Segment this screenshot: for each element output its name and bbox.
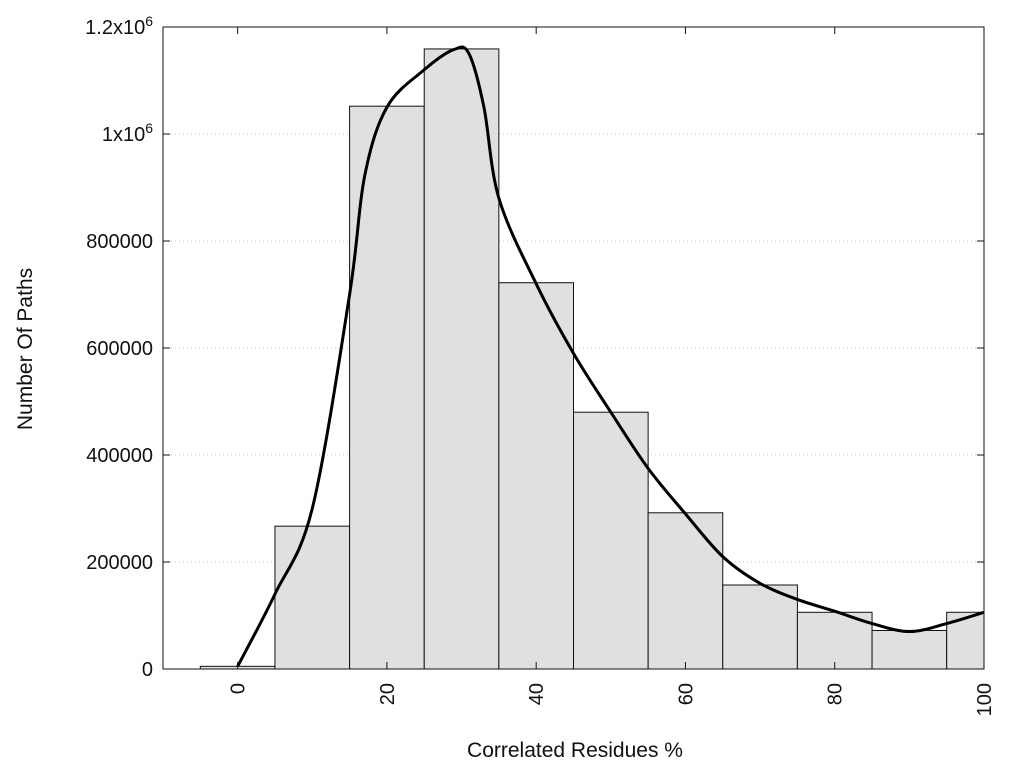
y-tick-label: 1.2x106	[85, 13, 153, 39]
x-tick-label: 40	[526, 683, 548, 705]
x-tick-label: 60	[675, 683, 697, 705]
x-tick-label: 80	[825, 683, 847, 705]
x-axis-label: Correlated Residues %	[467, 739, 683, 762]
histogram-bar	[498, 282, 575, 670]
x-tick-label: 0	[228, 683, 250, 694]
histogram-bar	[722, 584, 798, 670]
y-tick-superscript: 6	[145, 13, 153, 29]
y-tick-label: 400000	[86, 445, 153, 467]
histogram-bars	[199, 48, 985, 670]
x-axis-ticks: 0 20 40 60 80 100	[228, 27, 996, 716]
y-tick-label: 200000	[86, 552, 153, 574]
histogram-bar	[871, 629, 948, 670]
y-tick-superscript: 6	[145, 120, 153, 136]
y-tick-label: 0	[142, 659, 153, 681]
y-axis-ticks: 0 200000 400000 600000 800000 1x106 1.2x106	[85, 13, 984, 681]
y-tick-label: 600000	[86, 338, 153, 360]
y-tick-label: 800000	[86, 231, 153, 253]
x-tick-label: 20	[377, 683, 399, 705]
density-curve	[236, 45, 985, 668]
density-curve-line	[236, 45, 985, 668]
y-tick-label: 1x106	[102, 120, 153, 146]
histogram-bar	[647, 512, 724, 670]
x-tick-label: 100	[974, 683, 996, 716]
histogram-bar	[274, 525, 351, 670]
histogram-bar	[946, 611, 985, 670]
y-axis-label: Number Of Paths	[14, 268, 37, 430]
